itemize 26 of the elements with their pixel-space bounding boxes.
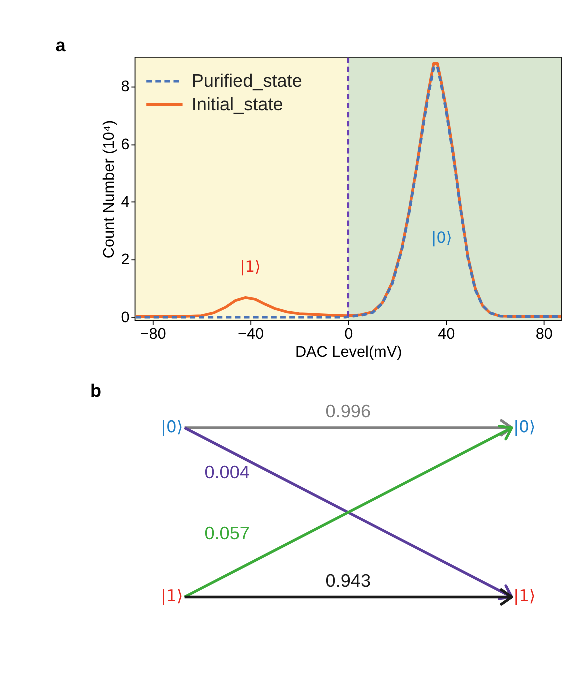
text: |0⟩ <box>160 418 184 437</box>
x-tick-label: 0 <box>344 326 354 343</box>
x-tick-label: 80 <box>536 326 553 343</box>
data-label: 0.943 <box>326 570 372 591</box>
x-tick-label: 40 <box>438 326 456 343</box>
y-tick-label: 8 <box>121 78 130 96</box>
x-axis-title: DAC Level(mV) <box>295 344 402 361</box>
x-tick-label: −40 <box>238 326 264 343</box>
y-tick-label: 0 <box>121 309 130 326</box>
y-axis-title: Count Number (10⁴) <box>101 120 118 259</box>
data-label: 0.996 <box>326 402 372 422</box>
y-tick-label: 6 <box>121 136 130 154</box>
text: |1⟩ <box>514 586 536 606</box>
legend-label: Initial_state <box>192 94 284 114</box>
legend-label: Purified_state <box>192 70 302 91</box>
text: |1⟩ <box>160 586 184 606</box>
data-label: 0.004 <box>204 462 250 483</box>
y-tick-label: 2 <box>121 252 130 269</box>
x-tick-label: −80 <box>140 326 166 343</box>
data-label: 0.057 <box>204 523 250 544</box>
chart-title: a <box>56 35 67 56</box>
y-tick-label: 4 <box>121 194 130 212</box>
text: |0⟩ <box>514 418 536 437</box>
annotation: |0⟩ <box>431 229 452 248</box>
annotation: |1⟩ <box>240 258 262 276</box>
text: b <box>90 381 102 402</box>
